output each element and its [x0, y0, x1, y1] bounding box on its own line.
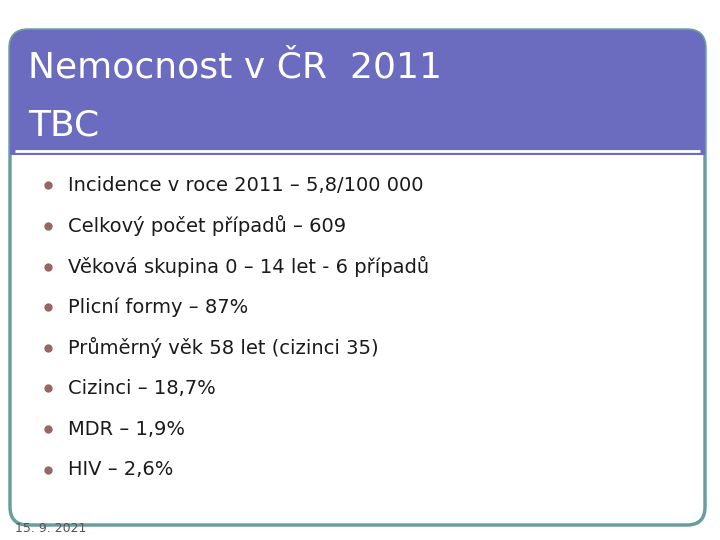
Text: Plicní formy – 87%: Plicní formy – 87%: [68, 298, 248, 317]
Text: Celkový počet případů – 609: Celkový počet případů – 609: [68, 215, 346, 237]
Text: 15. 9. 2021: 15. 9. 2021: [15, 522, 86, 535]
Text: Incidence v roce 2011 – 5,8/100 000: Incidence v roce 2011 – 5,8/100 000: [68, 176, 423, 195]
FancyBboxPatch shape: [10, 30, 705, 525]
Text: Nemocnost v ČR  2011: Nemocnost v ČR 2011: [28, 51, 442, 85]
Text: Průměrný věk 58 let (cizinci 35): Průměrný věk 58 let (cizinci 35): [68, 338, 379, 359]
Text: Věková skupina 0 – 14 let - 6 případů: Věková skupina 0 – 14 let - 6 případů: [68, 256, 429, 277]
Text: MDR – 1,9%: MDR – 1,9%: [68, 420, 185, 438]
Text: Cizinci – 18,7%: Cizinci – 18,7%: [68, 379, 216, 398]
Text: HIV – 2,6%: HIV – 2,6%: [68, 460, 174, 479]
Text: TBC: TBC: [28, 108, 99, 142]
Bar: [10, 135, 705, 155]
FancyBboxPatch shape: [10, 30, 705, 155]
